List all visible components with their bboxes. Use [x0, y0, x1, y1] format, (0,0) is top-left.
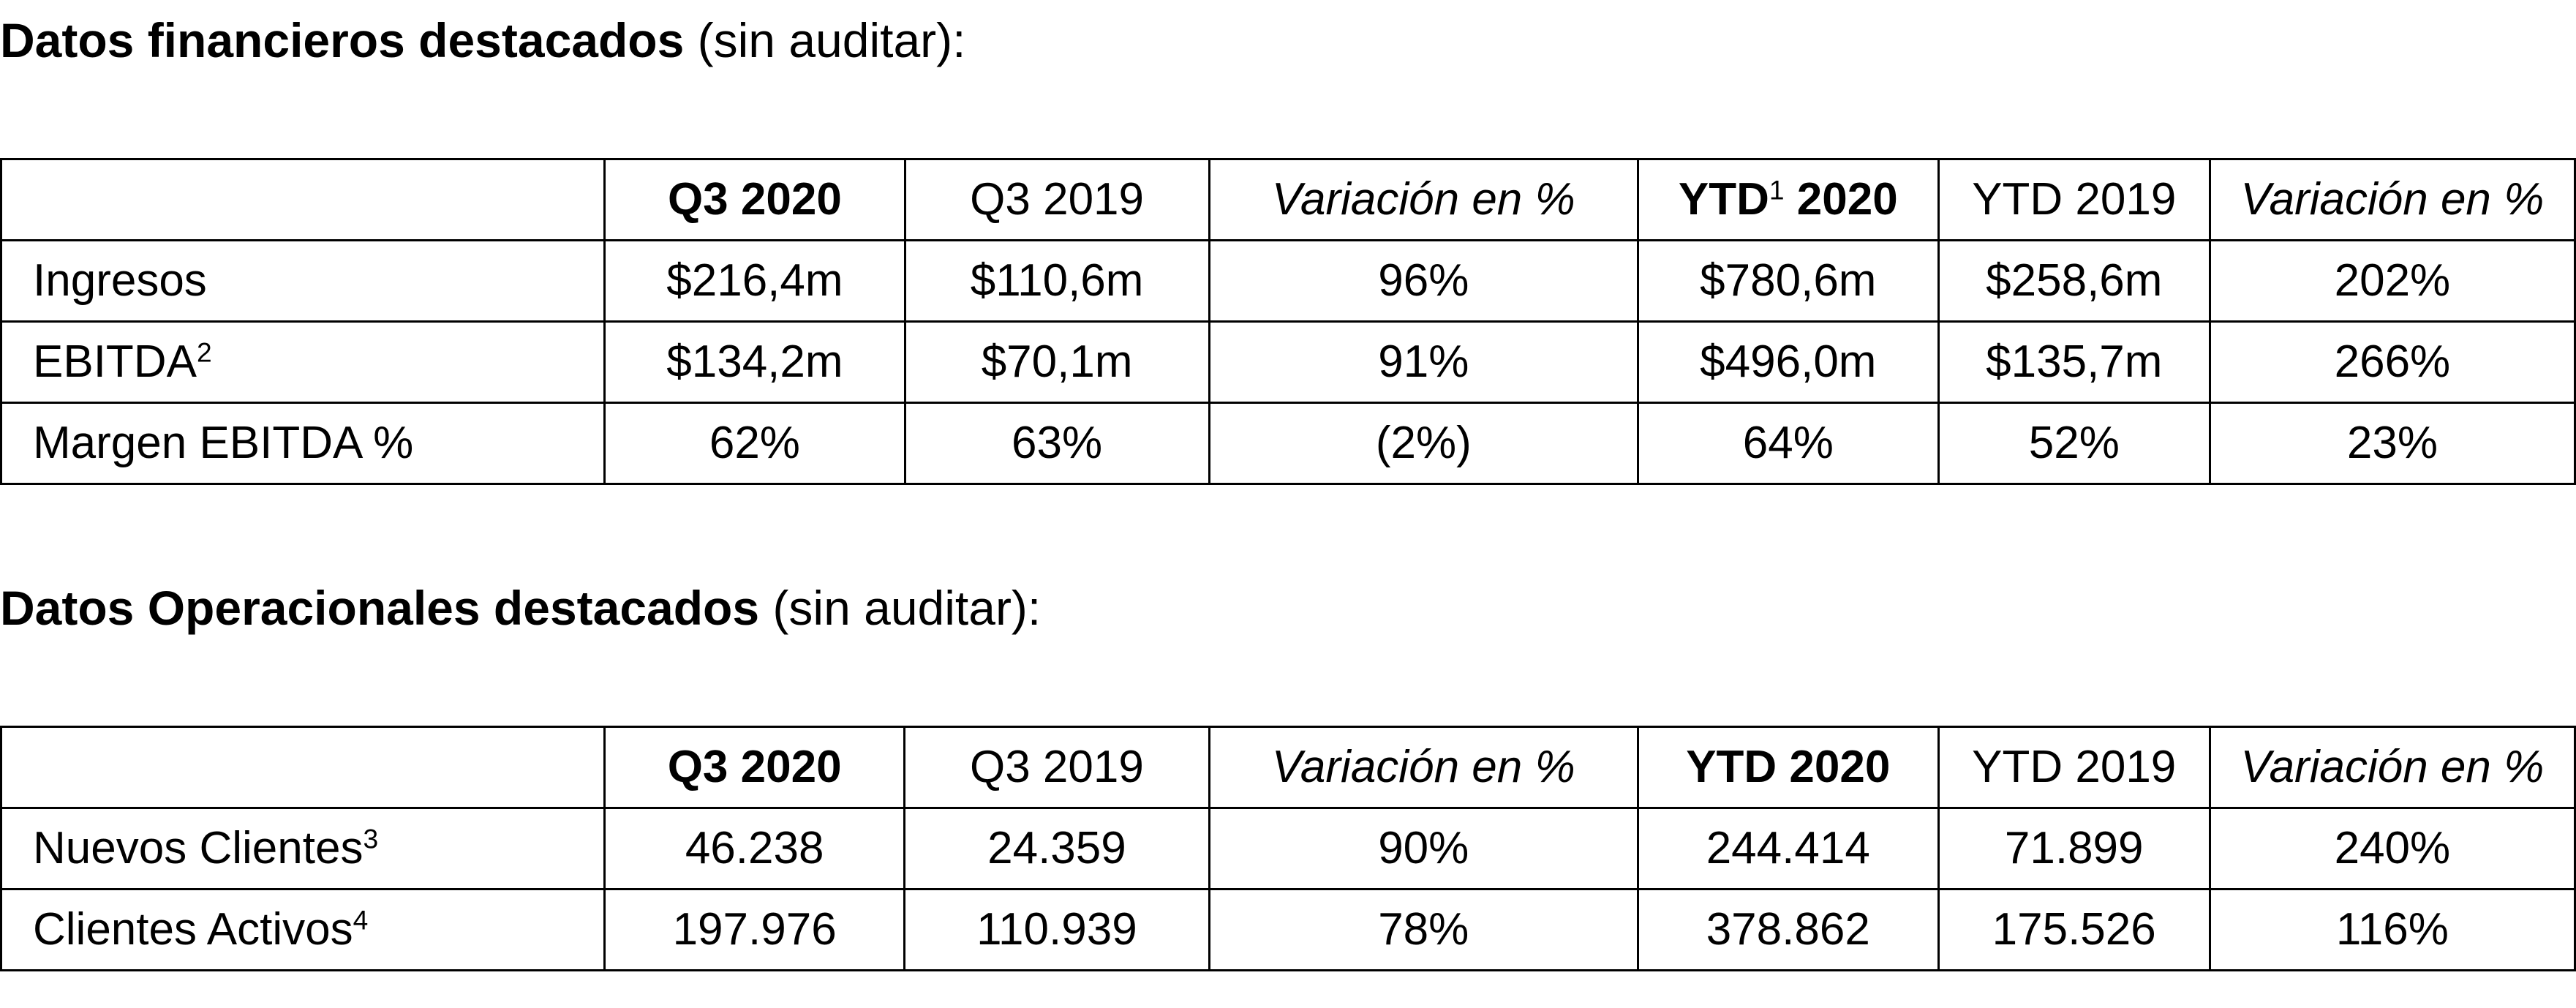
- header-variation-quarter: Variación en %: [1208, 726, 1639, 809]
- footnote-marker: 4: [353, 904, 369, 936]
- cell-ytd-2020: $496,0m: [1636, 320, 1940, 404]
- operational-heading-note: (sin auditar):: [759, 581, 1042, 635]
- header-ytd-2020-year: 2020: [1784, 174, 1898, 225]
- cell-q3-2020: 46.238: [603, 807, 906, 890]
- cell-variation-quarter: (2%): [1208, 402, 1639, 485]
- cell-ytd-2019: 71.899: [1937, 807, 2211, 890]
- row-label-text: Margen EBITDA %: [33, 418, 414, 468]
- header-ytd-2019: YTD 2019: [1937, 726, 2211, 809]
- row-label-text: Ingresos: [33, 255, 207, 306]
- operational-highlights-table: Q3 2020 Q3 2019 Variación en % YTD 2020 …: [0, 726, 2576, 971]
- cell-variation-quarter: 78%: [1208, 888, 1639, 971]
- header-q3-2019: Q3 2019: [903, 726, 1210, 809]
- row-label-text: EBITDA: [33, 336, 197, 387]
- header-ytd-2020-prefix: YTD: [1678, 174, 1769, 225]
- table-header-row: Q3 2020 Q3 2019 Variación en % YTD 2020 …: [0, 726, 2576, 809]
- row-label: Clientes Activos4: [0, 888, 606, 971]
- cell-ytd-2020: $780,6m: [1636, 239, 1940, 323]
- footnote-1-marker: 1: [1769, 174, 1785, 206]
- table-row: Margen EBITDA % 62% 63% (2%) 64% 52% 23%: [0, 402, 2576, 485]
- table-row: Nuevos Clientes3 46.238 24.359 90% 244.4…: [0, 807, 2576, 890]
- cell-ytd-2020: 64%: [1636, 402, 1940, 485]
- cell-q3-2020: 197.976: [603, 888, 906, 971]
- cell-variation-quarter: 90%: [1208, 807, 1639, 890]
- cell-variation-ytd: 23%: [2208, 402, 2576, 485]
- table-header-row: Q3 2020 Q3 2019 Variación en % YTD1 2020…: [0, 158, 2576, 241]
- cell-q3-2019: $110,6m: [903, 239, 1210, 323]
- cell-variation-quarter: 91%: [1208, 320, 1639, 404]
- operational-highlights-heading: Datos Operacionales destacados (sin audi…: [0, 584, 1041, 632]
- header-variation-quarter: Variación en %: [1208, 158, 1639, 241]
- table-row: Ingresos $216,4m $110,6m 96% $780,6m $25…: [0, 239, 2576, 323]
- cell-variation-ytd: 240%: [2208, 807, 2576, 890]
- cell-ytd-2019: $135,7m: [1937, 320, 2211, 404]
- cell-q3-2019: 110.939: [903, 888, 1210, 971]
- cell-variation-ytd: 116%: [2208, 888, 2576, 971]
- cell-ytd-2019: 52%: [1937, 402, 2211, 485]
- cell-variation-ytd: 202%: [2208, 239, 2576, 323]
- cell-q3-2020: $216,4m: [603, 239, 906, 323]
- header-empty-cell: [0, 158, 606, 241]
- cell-ytd-2019: $258,6m: [1937, 239, 2211, 323]
- header-ytd-2020: YTD1 2020: [1636, 158, 1940, 241]
- cell-q3-2019: 63%: [903, 402, 1210, 485]
- header-variation-ytd: Variación en %: [2208, 726, 2576, 809]
- header-q3-2020: Q3 2020: [603, 158, 906, 241]
- header-q3-2020: Q3 2020: [603, 726, 906, 809]
- header-variation-ytd: Variación en %: [2208, 158, 2576, 241]
- table-row: EBITDA2 $134,2m $70,1m 91% $496,0m $135,…: [0, 320, 2576, 404]
- cell-ytd-2020: 378.862: [1636, 888, 1940, 971]
- header-q3-2019: Q3 2019: [903, 158, 1210, 241]
- cell-q3-2020: $134,2m: [603, 320, 906, 404]
- row-label: Ingresos: [0, 239, 606, 323]
- table-row: Clientes Activos4 197.976 110.939 78% 37…: [0, 888, 2576, 971]
- financial-highlights-heading: Datos financieros destacados (sin audita…: [0, 16, 965, 64]
- row-label-text: Clientes Activos: [33, 904, 353, 955]
- cell-q3-2020: 62%: [603, 402, 906, 485]
- row-label: EBITDA2: [0, 320, 606, 404]
- header-empty-cell: [0, 726, 606, 809]
- cell-q3-2019: 24.359: [903, 807, 1210, 890]
- row-label: Margen EBITDA %: [0, 402, 606, 485]
- operational-heading-bold: Datos Operacionales destacados: [0, 581, 760, 635]
- header-ytd-2020: YTD 2020: [1636, 726, 1940, 809]
- financial-heading-note: (sin auditar):: [684, 13, 966, 67]
- financial-heading-bold: Datos financieros destacados: [0, 13, 685, 67]
- cell-ytd-2020: 244.414: [1636, 807, 1940, 890]
- row-label-text: Nuevos Clientes: [33, 823, 364, 873]
- header-ytd-2019: YTD 2019: [1937, 158, 2211, 241]
- cell-ytd-2019: 175.526: [1937, 888, 2211, 971]
- footnote-marker: 2: [196, 336, 212, 368]
- footnote-marker: 3: [363, 823, 379, 854]
- row-label: Nuevos Clientes3: [0, 807, 606, 890]
- financial-highlights-table: Q3 2020 Q3 2019 Variación en % YTD1 2020…: [0, 158, 2576, 485]
- cell-variation-quarter: 96%: [1208, 239, 1639, 323]
- cell-q3-2019: $70,1m: [903, 320, 1210, 404]
- cell-variation-ytd: 266%: [2208, 320, 2576, 404]
